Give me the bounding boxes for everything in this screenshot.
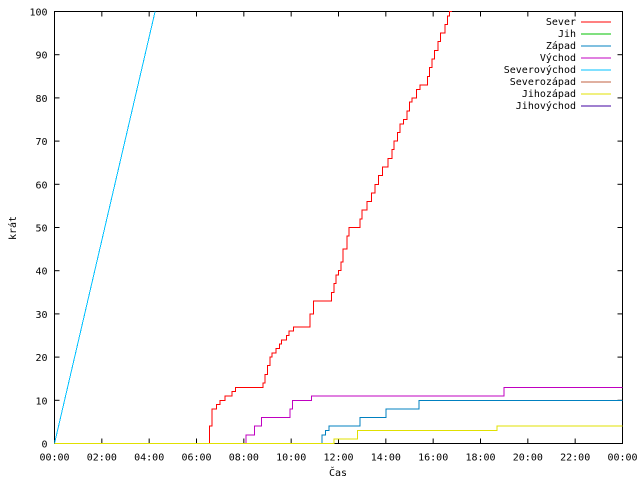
axis-ticks: 00:00 02:00 04:00 06:00 08:00 10:00 12:00 14:00… [29,8,637,464]
series-line-sever [54,11,453,444]
y-tick-label: 40 [35,267,47,278]
x-tick-label: 10:00 [276,453,306,464]
legend: SeverJihZápadVýchodSeverovýchodSeverozáp… [504,17,611,112]
x-tick-label: 04:00 [134,453,164,464]
y-tick-label: 90 [35,51,47,62]
x-tick-label: 02:00 [87,453,117,464]
x-tick-label: 00:00 [39,453,69,464]
legend-label-severovychod: Severovýchod [504,64,576,76]
series-line-zapad [54,399,623,444]
x-tick-label: 18:00 [465,453,495,464]
y-tick-label: 60 [35,180,47,191]
x-tick-label: 08:00 [229,453,259,464]
x-tick-label: 14:00 [371,453,401,464]
x-tick-label: 16:00 [418,453,448,464]
series-line-jihozapad [54,425,623,444]
legend-label-jih: Jih [558,29,576,40]
legend-label-jihovychod: Jihovýchod [516,100,576,112]
legend-label-sever: Sever [546,17,576,28]
legend-label-vychod: Východ [540,52,576,64]
series-line-severovychod [54,11,156,444]
legend-label-jihozapad: Jihozápad [522,88,576,100]
y-tick-label: 20 [35,353,47,364]
x-tick-label: 06:00 [181,453,211,464]
x-tick-label: 00:00 [607,453,637,464]
y-tick-label: 30 [35,310,47,321]
legend-label-zapad: Západ [546,40,576,52]
x-tick-label: 22:00 [560,453,590,464]
series-layer [54,11,623,444]
y-tick-label: 50 [35,224,47,235]
legend-label-severozapad: Severozápad [510,76,576,88]
x-axis-label: Čas [329,466,347,479]
y-axis-label: krát [7,216,19,240]
y-tick-label: 10 [35,396,47,407]
y-tick-label: 100 [29,8,47,19]
y-tick-label: 0 [41,440,47,451]
y-tick-label: 80 [35,94,47,105]
x-tick-label: 12:00 [323,453,353,464]
series-line-vychod [54,386,623,444]
x-tick-label: 20:00 [513,453,543,464]
y-tick-label: 70 [35,137,47,148]
